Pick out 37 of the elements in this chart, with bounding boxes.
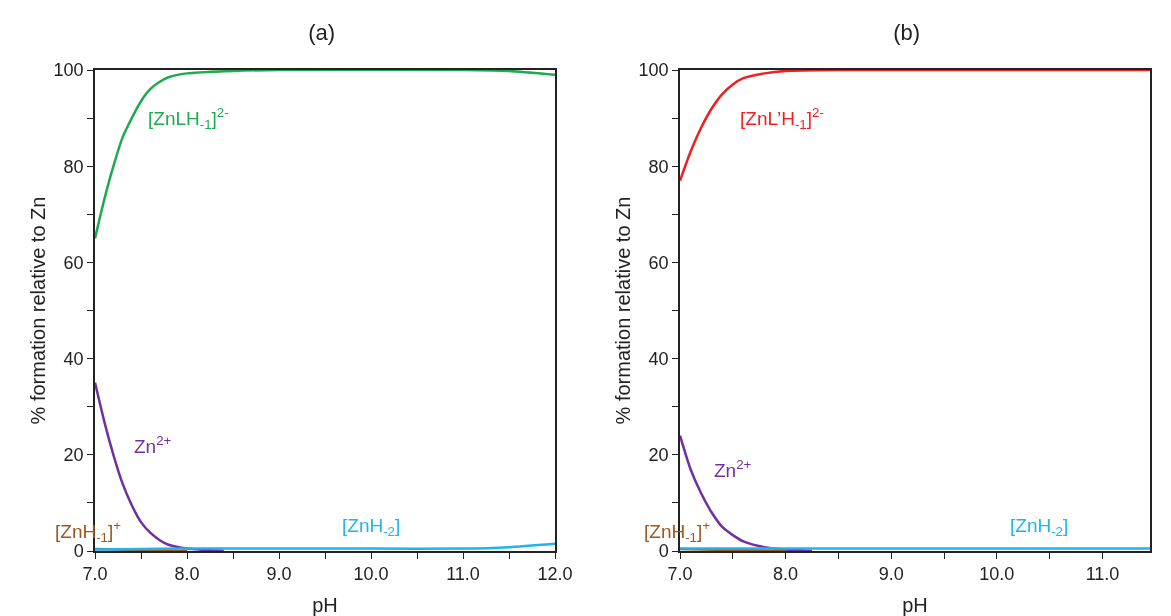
line-series (680, 70, 1150, 182)
x-tick-label: 7.0 (667, 564, 693, 585)
y-tick-label: 20 (648, 445, 669, 466)
series-label: [ZnH$_{-2}$] (342, 515, 401, 539)
x-axis-title: pH (902, 594, 928, 616)
y-tick-label: 60 (63, 252, 84, 273)
x-tick-label: 9.0 (266, 564, 292, 585)
y-axis-title: % formation relative to Zn (26, 196, 49, 425)
series-label: Zn$^{2+}$ (714, 457, 752, 481)
x-tick-label: 10.0 (353, 564, 389, 585)
series-label: [ZnLH$_{-1}$]$^{2-}$ (148, 105, 229, 132)
x-tick-label: 9.0 (878, 564, 904, 585)
line-series (95, 70, 555, 240)
series-label: Zn$^{2+}$ (134, 433, 172, 457)
chart-title: (b) (893, 20, 921, 46)
y-tick-label: 40 (63, 348, 84, 369)
y-axis-title: % formation relative to Zn (611, 196, 634, 425)
y-tick-label: 80 (63, 156, 84, 177)
x-axis-title: pH (312, 594, 338, 616)
y-tick-label: 20 (63, 445, 84, 466)
x-tick-label: 8.0 (174, 564, 200, 585)
x-tick-label: 10.0 (979, 564, 1015, 585)
y-tick-label: 100 (638, 60, 669, 81)
y-tick-label: 100 (53, 60, 84, 81)
series-label: [ZnH$_{-2}$] (1010, 515, 1069, 539)
series-label: [ZnL’H$_{-1}$]$^{2-}$ (740, 105, 824, 132)
x-tick-label: 11.0 (1085, 564, 1120, 585)
y-tick-label: 0 (658, 541, 669, 562)
y-tick-label: 0 (73, 541, 84, 562)
x-tick-label: 12.0 (537, 564, 573, 585)
x-tick-label: 8.0 (773, 564, 799, 585)
y-tick-label: 60 (648, 252, 669, 273)
y-tick-label: 80 (648, 156, 669, 177)
x-tick-label: 7.0 (82, 564, 108, 585)
chart-title: (a) (308, 20, 336, 46)
x-tick-label: 11.0 (446, 564, 480, 585)
y-tick-label: 40 (648, 348, 669, 369)
